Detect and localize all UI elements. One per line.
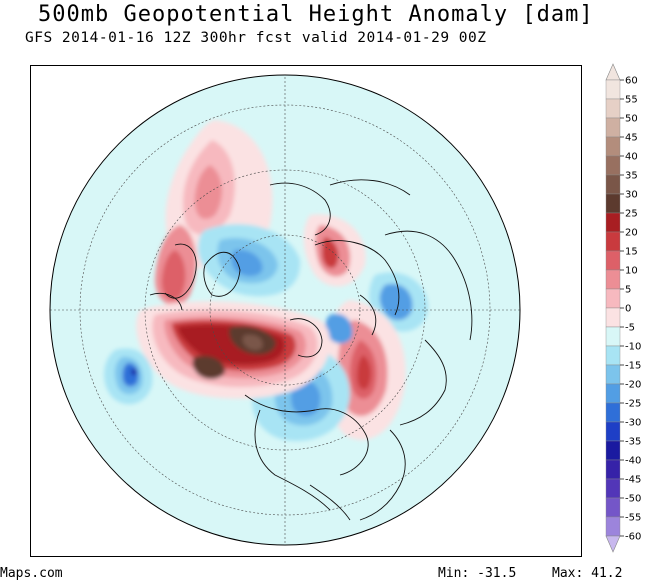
colorbar-label: -55: [625, 513, 641, 524]
colorbar-label: 15: [625, 247, 638, 258]
colorbar-label: -35: [625, 437, 641, 448]
colorbar-top-arrow: [605, 63, 621, 81]
colorbar-swatch: [605, 497, 621, 518]
colorbar-swatch: [605, 402, 621, 423]
colorbar-swatch: [605, 383, 621, 404]
coastlines: [149, 179, 473, 521]
colorbar-label: -10: [625, 342, 641, 353]
colorbar-swatch: [605, 307, 621, 328]
colorbar-label: 60: [625, 76, 638, 87]
colorbar-label: -25: [625, 399, 641, 410]
map-subtitle: GFS 2014-01-16 12Z 300hr fcst valid 2014…: [25, 30, 487, 46]
min-value-readout: Min: -31.5: [438, 566, 516, 581]
footer-credit: Maps.com: [0, 566, 63, 581]
colorbar-label: 25: [625, 209, 638, 220]
colorbar-swatch: [605, 98, 621, 119]
colorbar-label: -60: [625, 532, 641, 543]
colorbar-swatch: [605, 516, 621, 537]
colorbar-label: -50: [625, 494, 641, 505]
min-label: Min:: [438, 566, 470, 581]
colorbar-swatch: [605, 440, 621, 461]
colorbar-label: 0: [625, 304, 631, 315]
east-pacific-low: [104, 348, 153, 405]
colorbar-swatch: [605, 136, 621, 157]
colorbar-swatch: [605, 269, 621, 290]
colorbar-swatch: [605, 155, 621, 176]
colorbar-label: -15: [625, 361, 641, 372]
colorbar-swatch: [605, 79, 621, 100]
colorbar-label: -40: [625, 456, 641, 467]
colorbar-label: 55: [625, 95, 638, 106]
arctic-trough: [198, 224, 301, 297]
colorbar-swatch: [605, 345, 621, 366]
colorbar-swatch: [605, 459, 621, 480]
colorbar-label: -20: [625, 380, 641, 391]
colorbar-label: 30: [625, 190, 638, 201]
colorbar-swatch: [605, 212, 621, 233]
colorbar-label: -5: [625, 323, 635, 334]
colorbar-bottom-arrow: [605, 535, 621, 553]
colorbar-label: 10: [625, 266, 638, 277]
north-pacific-ridge: [136, 301, 331, 399]
colorbar-swatch: [605, 117, 621, 138]
colorbar-swatch: [605, 250, 621, 271]
color-scale-legend: 605550454035302520151050-5-10-15-20-25-3…: [605, 63, 641, 553]
colorbar-swatch: [605, 231, 621, 252]
map-gridlines: [50, 75, 520, 545]
colorbar-label: 20: [625, 228, 638, 239]
max-value-readout: Max: 41.2: [552, 566, 622, 581]
min-value: -31.5: [477, 566, 517, 581]
colorbar-swatch: [605, 174, 621, 195]
anomaly-map: [30, 65, 582, 557]
colorbar-label: 45: [625, 133, 638, 144]
colorbar-label: 35: [625, 171, 638, 182]
colorbar-label: -45: [625, 475, 641, 486]
colorbar-label: 40: [625, 152, 638, 163]
siberia-ridge: [303, 214, 366, 287]
colorbar-label: 50: [625, 114, 638, 125]
colorbar-label: -30: [625, 418, 641, 429]
colorbar-label: 5: [625, 285, 631, 296]
colorbar-swatch: [605, 326, 621, 347]
colorbar-swatch: [605, 288, 621, 309]
map-disc-outline: [49, 74, 521, 546]
colorbar-swatch: [605, 478, 621, 499]
colorbar-swatch: [605, 193, 621, 214]
max-label: Max:: [552, 566, 584, 581]
max-value: 41.2: [591, 566, 623, 581]
colorbar-swatch: [605, 364, 621, 385]
colorbar-swatch: [605, 421, 621, 442]
map-title: 500mb Geopotential Height Anomaly [dam]: [38, 2, 594, 27]
